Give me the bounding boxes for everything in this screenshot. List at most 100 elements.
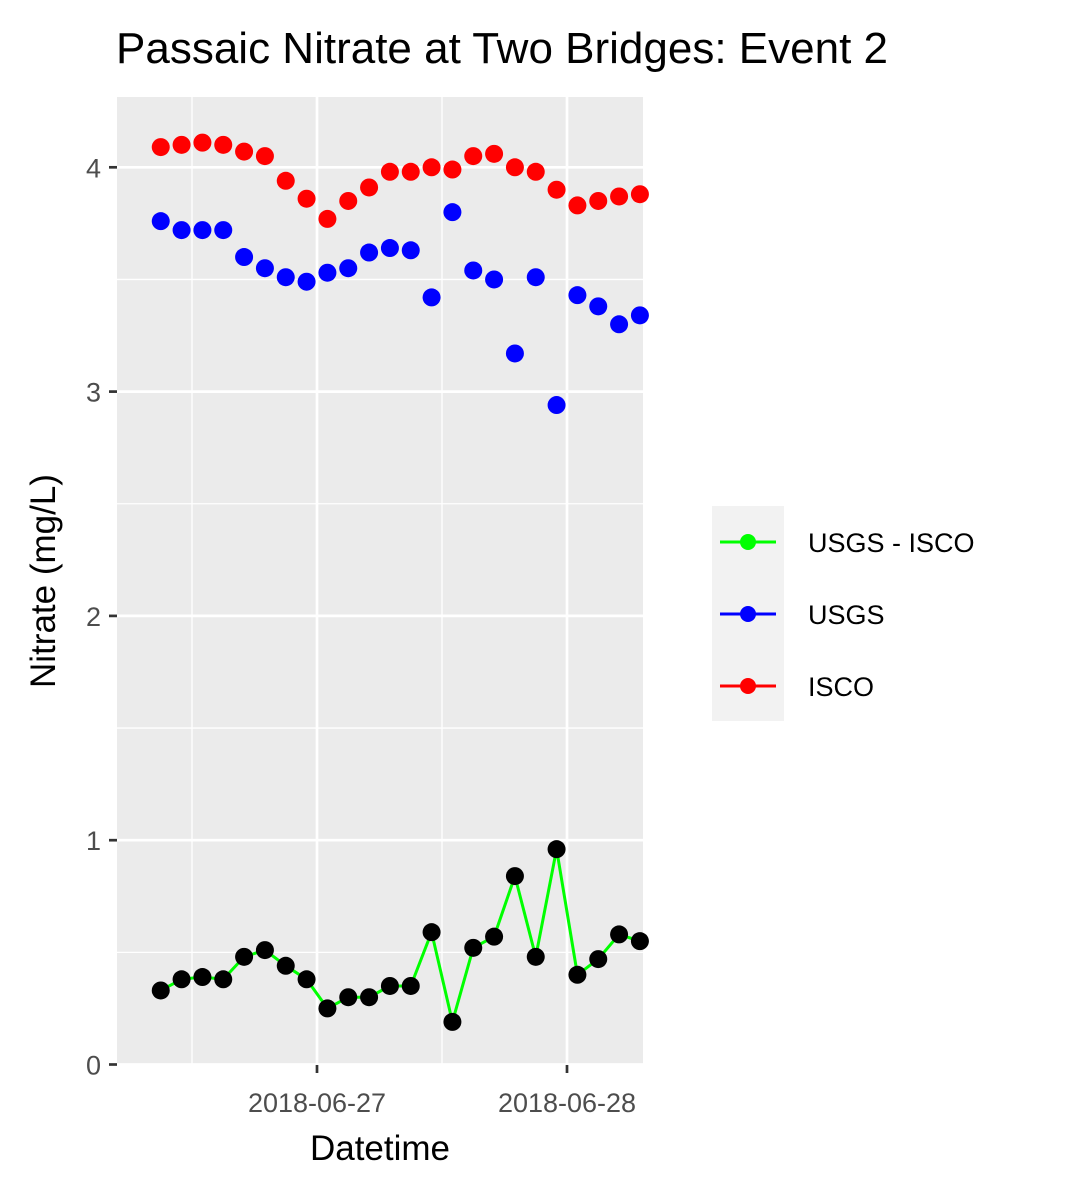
data-point — [589, 191, 608, 210]
legend-key-point — [740, 678, 756, 694]
x-tick-label: 2018-06-27 — [248, 1088, 386, 1118]
data-point — [193, 221, 212, 240]
data-point — [339, 259, 358, 278]
data-point — [276, 171, 295, 190]
data-point — [630, 932, 649, 951]
data-point — [297, 970, 316, 989]
y-tick-label: 0 — [86, 1051, 101, 1081]
data-point — [589, 297, 608, 316]
data-point — [589, 950, 608, 969]
data-point — [401, 976, 420, 995]
legend-label: ISCO — [808, 672, 874, 702]
data-point — [526, 162, 545, 181]
data-point — [318, 263, 337, 282]
data-point — [464, 261, 483, 280]
data-point — [255, 147, 274, 166]
data-point — [276, 956, 295, 975]
data-point — [339, 988, 358, 1007]
y-tick-label: 4 — [86, 153, 101, 183]
legend-item: USGS - ISCO — [720, 528, 975, 558]
data-point — [464, 938, 483, 957]
data-point — [297, 272, 316, 291]
data-point — [380, 239, 399, 258]
data-point — [422, 923, 441, 942]
data-point — [214, 970, 233, 989]
data-point — [422, 158, 441, 177]
data-point — [568, 965, 587, 984]
chart-title: Passaic Nitrate at Two Bridges: Event 2 — [116, 24, 888, 73]
series-usgs-isco — [151, 840, 649, 1031]
data-point — [526, 268, 545, 287]
data-point — [380, 162, 399, 181]
y-axis-title: Nitrate (mg/L) — [24, 474, 63, 688]
data-point — [235, 248, 254, 267]
legend-item: ISCO — [720, 672, 874, 702]
data-point — [276, 268, 295, 287]
data-point — [380, 976, 399, 995]
data-point — [464, 147, 483, 166]
x-axis-ticks: 2018-06-27 2018-06-28 — [248, 1065, 636, 1118]
data-point — [339, 191, 358, 210]
legend-key-point — [740, 606, 756, 622]
data-point — [172, 970, 191, 989]
data-point — [485, 270, 504, 289]
data-point — [255, 259, 274, 278]
data-point — [630, 185, 649, 204]
data-point — [360, 988, 379, 1007]
y-tick-label: 1 — [86, 826, 101, 856]
data-point — [568, 286, 587, 305]
data-point — [318, 999, 337, 1018]
data-point — [610, 187, 629, 206]
data-point — [485, 927, 504, 946]
data-point — [630, 306, 649, 325]
data-point — [443, 160, 462, 179]
y-axis-ticks: 0 1 2 3 4 — [86, 153, 117, 1081]
axes: 2018-06-27 2018-06-28 0 1 2 3 4 Datetime Nitr… — [24, 153, 636, 1168]
data-point — [547, 180, 566, 199]
data-point — [401, 241, 420, 260]
plot-panel — [117, 97, 643, 1065]
data-point — [547, 396, 566, 415]
data-point — [214, 135, 233, 154]
data-layer — [151, 133, 649, 1031]
data-point — [610, 315, 629, 334]
data-point — [547, 840, 566, 859]
legend-key-point — [740, 534, 756, 550]
data-point — [172, 135, 191, 154]
data-point — [505, 344, 524, 363]
data-point — [568, 196, 587, 215]
data-point — [172, 221, 191, 240]
data-point — [360, 243, 379, 262]
series-usgs — [151, 203, 649, 415]
data-point — [505, 867, 524, 886]
legend: USGS - ISCO USGS ISCO — [712, 506, 975, 721]
data-point — [360, 178, 379, 197]
data-point — [151, 212, 170, 231]
data-point — [235, 142, 254, 161]
data-point — [235, 947, 254, 966]
legend-item: USGS — [720, 600, 885, 630]
data-point — [151, 981, 170, 1000]
data-point — [443, 1012, 462, 1031]
data-point — [485, 144, 504, 163]
x-axis-title: Datetime — [310, 1129, 450, 1168]
data-point — [443, 203, 462, 222]
data-point — [526, 947, 545, 966]
series-isco — [151, 133, 649, 228]
data-point — [255, 941, 274, 960]
x-tick-label: 2018-06-28 — [498, 1088, 636, 1118]
data-point — [422, 288, 441, 307]
data-point — [151, 138, 170, 157]
data-point — [193, 133, 212, 152]
data-point — [318, 209, 337, 228]
data-point — [401, 162, 420, 181]
legend-label: USGS — [808, 600, 885, 630]
data-point — [505, 158, 524, 177]
data-point — [214, 221, 233, 240]
data-point — [297, 189, 316, 208]
data-point — [193, 968, 212, 987]
y-tick-label: 3 — [86, 378, 101, 408]
y-tick-label: 2 — [86, 602, 101, 632]
legend-label: USGS - ISCO — [808, 528, 975, 558]
